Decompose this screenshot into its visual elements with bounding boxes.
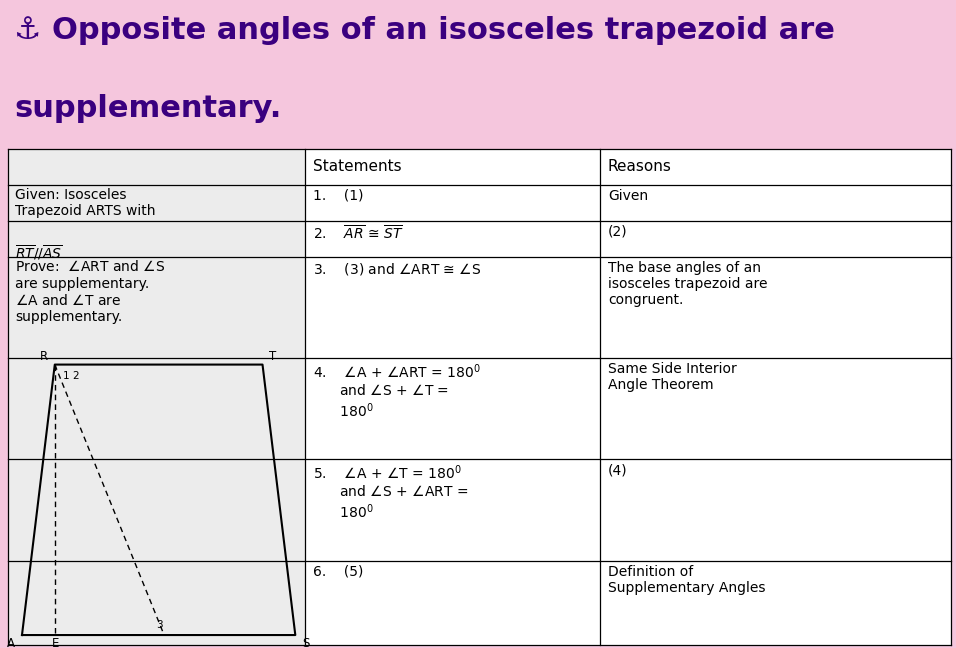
Text: 3.    (3) and $\angle$ART ≅ $\angle$S: 3. (3) and $\angle$ART ≅ $\angle$S bbox=[313, 260, 481, 277]
Text: supplementary.: supplementary. bbox=[14, 94, 282, 123]
Text: Same Side Interior
Angle Theorem: Same Side Interior Angle Theorem bbox=[608, 362, 737, 392]
Text: Prove:  $\angle$ART and $\angle$S
are supplementary.
$\angle$A and $\angle$T are: Prove: $\angle$ART and $\angle$S are sup… bbox=[15, 259, 165, 324]
Text: 2.    $\overline{AR}$ ≅ $\overline{ST}$: 2. $\overline{AR}$ ≅ $\overline{ST}$ bbox=[313, 225, 403, 243]
Text: 4.    $\angle$A + $\angle$ART = 180$^{0}$
      and $\angle$S + $\angle$T =
    : 4. $\angle$A + $\angle$ART = 180$^{0}$ a… bbox=[313, 362, 481, 420]
Text: Given: Given bbox=[608, 189, 648, 203]
Text: 1: 1 bbox=[63, 371, 70, 381]
Text: The base angles of an
isosceles trapezoid are
congruent.: The base angles of an isosceles trapezoi… bbox=[608, 260, 768, 307]
Text: A: A bbox=[8, 637, 15, 648]
Text: (4): (4) bbox=[608, 463, 627, 478]
Text: Definition of
Supplementary Angles: Definition of Supplementary Angles bbox=[608, 564, 766, 595]
Text: (2): (2) bbox=[608, 225, 627, 238]
Bar bbox=[8, 149, 951, 645]
Text: $\overline{RT}$//$ \overline{AS}$: $\overline{RT}$//$ \overline{AS}$ bbox=[15, 243, 63, 262]
Text: 5.    $\angle$A + $\angle$T = 180$^{0}$
      and $\angle$S + $\angle$ART =
    : 5. $\angle$A + $\angle$T = 180$^{0}$ and… bbox=[313, 463, 467, 521]
Text: E: E bbox=[52, 637, 59, 648]
Text: 2: 2 bbox=[73, 371, 79, 381]
Text: 3: 3 bbox=[156, 620, 163, 631]
Text: ⚓ Opposite angles of an isosceles trapezoid are: ⚓ Opposite angles of an isosceles trapez… bbox=[14, 16, 836, 45]
Text: T: T bbox=[270, 350, 276, 363]
Text: 1.    (1): 1. (1) bbox=[313, 189, 363, 203]
Text: Given: Isosceles
Trapezoid ARTS with: Given: Isosceles Trapezoid ARTS with bbox=[15, 188, 156, 218]
Text: 6.    (5): 6. (5) bbox=[313, 564, 363, 579]
Text: S: S bbox=[302, 637, 310, 648]
Text: Reasons: Reasons bbox=[608, 159, 672, 174]
Text: Statements: Statements bbox=[313, 159, 402, 174]
Bar bbox=[8, 149, 305, 645]
Text: R: R bbox=[40, 350, 48, 363]
